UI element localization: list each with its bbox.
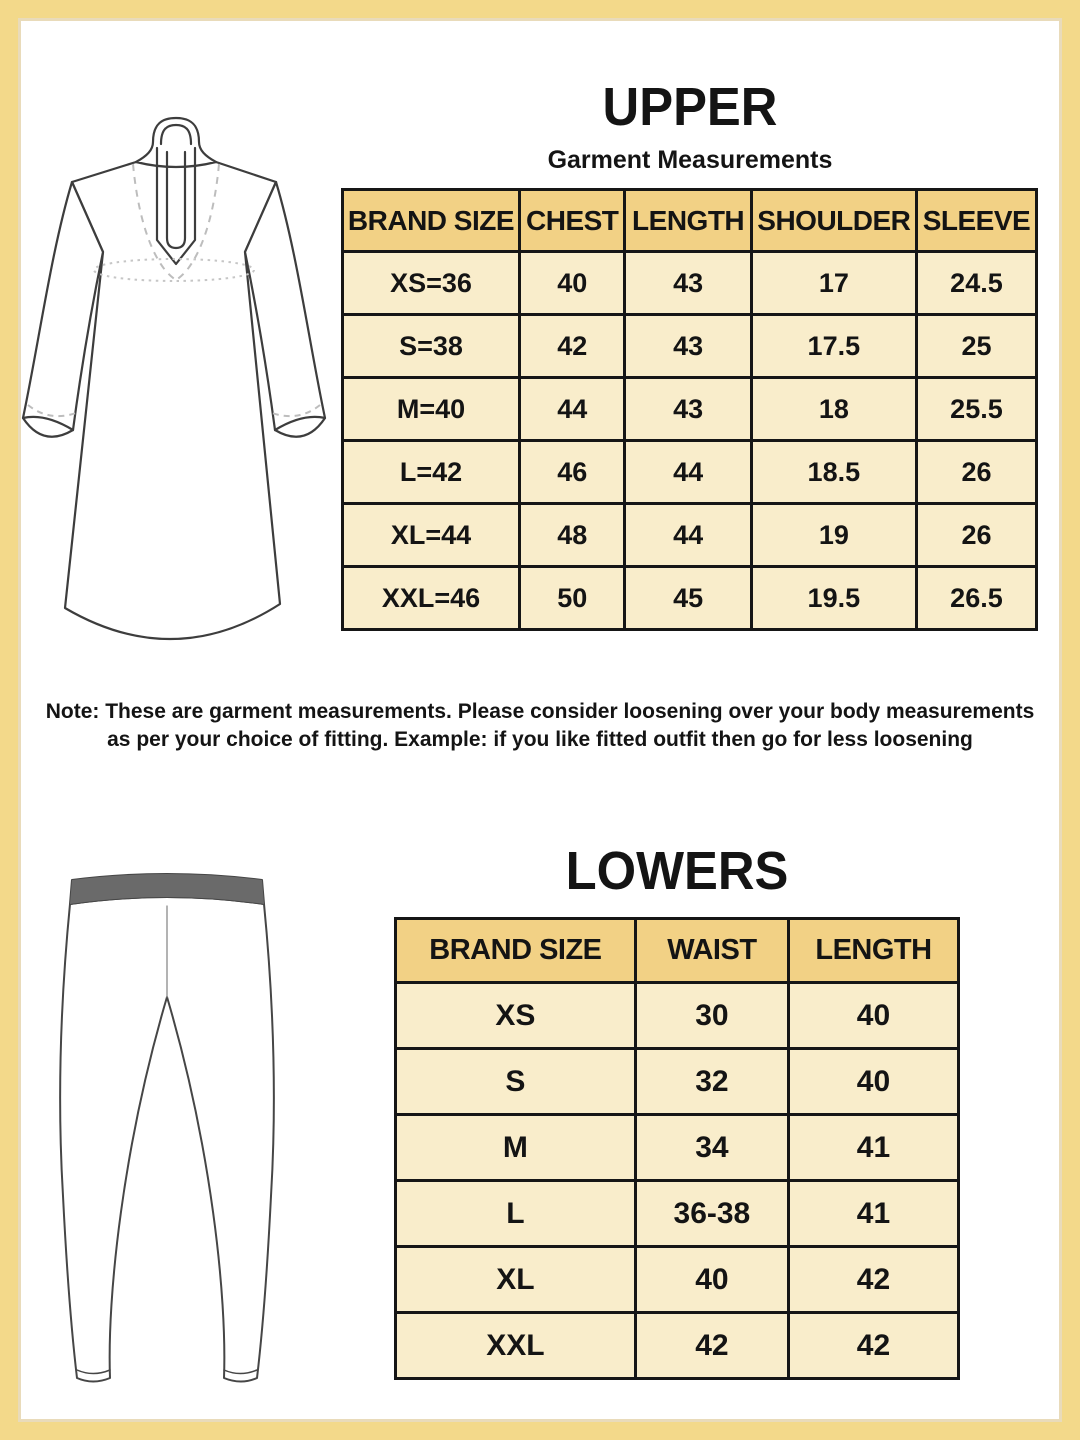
size-cell: S=38 bbox=[341, 313, 521, 379]
measurement-cell: 42 bbox=[517, 313, 627, 379]
measurement-cell: 40 bbox=[633, 1245, 790, 1314]
size-cell: S bbox=[394, 1047, 637, 1116]
measurement-cell: 43 bbox=[623, 313, 753, 379]
lowers-table-header-row: BRAND SIZE WAIST LENGTH bbox=[394, 917, 961, 984]
measurement-cell: 40 bbox=[517, 250, 627, 316]
column-header: LENGTH bbox=[623, 188, 753, 253]
table-row: XS=36 40 43 17 24.5 bbox=[341, 250, 1039, 316]
measurement-cell: 19 bbox=[749, 502, 918, 568]
measurement-cell: 34 bbox=[633, 1113, 790, 1182]
measurement-cell: 26.5 bbox=[914, 565, 1039, 631]
measurement-cell: 44 bbox=[517, 376, 627, 442]
measurement-cell: 25 bbox=[914, 313, 1039, 379]
measurement-cell: 50 bbox=[517, 565, 627, 631]
measurement-cell: 26 bbox=[914, 502, 1039, 568]
upper-table-header-row: BRAND SIZE CHEST LENGTH SHOULDER SLEEVE bbox=[341, 188, 1039, 253]
size-cell: XXL bbox=[394, 1311, 637, 1380]
measurement-cell: 32 bbox=[633, 1047, 790, 1116]
measurement-cell: 24.5 bbox=[914, 250, 1039, 316]
table-row: L=42 46 44 18.5 26 bbox=[341, 439, 1039, 505]
upper-size-table: BRAND SIZE CHEST LENGTH SHOULDER SLEEVE XS=3… bbox=[341, 188, 1039, 631]
measurement-cell: 17.5 bbox=[749, 313, 918, 379]
note-line-2: as per your choice of fitting. Example: … bbox=[107, 727, 973, 751]
measurement-cell: 41 bbox=[786, 1179, 961, 1248]
measurement-cell: 42 bbox=[633, 1311, 790, 1380]
measurement-cell: 26 bbox=[914, 439, 1039, 505]
size-cell: L=42 bbox=[341, 439, 521, 505]
size-cell: XS=36 bbox=[341, 250, 521, 316]
measurement-cell: 42 bbox=[786, 1245, 961, 1314]
size-cell: M bbox=[394, 1113, 637, 1182]
measurement-cell: 40 bbox=[786, 1047, 961, 1116]
measurement-cell: 19.5 bbox=[749, 565, 918, 631]
column-header: CHEST bbox=[517, 188, 627, 253]
measurement-cell: 48 bbox=[517, 502, 627, 568]
column-header: BRAND SIZE bbox=[394, 917, 637, 984]
size-cell: XS bbox=[394, 981, 637, 1050]
measurement-cell: 41 bbox=[786, 1113, 961, 1182]
column-header: SLEEVE bbox=[914, 188, 1039, 253]
size-cell: XL bbox=[394, 1245, 637, 1314]
table-row: XXL 42 42 bbox=[394, 1311, 961, 1380]
measurement-cell: 36-38 bbox=[633, 1179, 790, 1248]
measurement-cell: 18 bbox=[749, 376, 918, 442]
measurement-cell: 44 bbox=[623, 439, 753, 505]
measurement-cell: 17 bbox=[749, 250, 918, 316]
upper-section-title: UPPER bbox=[602, 77, 778, 137]
table-row: S 32 40 bbox=[394, 1047, 961, 1116]
measurement-cell: 30 bbox=[633, 981, 790, 1050]
column-header: BRAND SIZE bbox=[341, 188, 521, 253]
kurta-line-drawing bbox=[21, 116, 327, 641]
column-header: LENGTH bbox=[786, 917, 961, 984]
table-row: M 34 41 bbox=[394, 1113, 961, 1182]
size-cell: XL=44 bbox=[341, 502, 521, 568]
measurement-cell: 18.5 bbox=[749, 439, 918, 505]
measurement-cell: 46 bbox=[517, 439, 627, 505]
leggings-line-drawing bbox=[59, 873, 275, 1383]
size-cell: M=40 bbox=[341, 376, 521, 442]
lowers-section-title: LOWERS bbox=[565, 841, 789, 901]
note-line-1: Note: These are garment measurements. Pl… bbox=[45, 700, 1035, 723]
table-row: XXL=46 50 45 19.5 26.5 bbox=[341, 565, 1039, 631]
table-row: XS 30 40 bbox=[394, 981, 961, 1050]
measurement-cell: 42 bbox=[786, 1311, 961, 1380]
lowers-size-table: BRAND SIZE WAIST LENGTH XS 30 40 S 32 40 M 34 41 L 3… bbox=[394, 917, 961, 1380]
table-row: S=38 42 43 17.5 25 bbox=[341, 313, 1039, 379]
column-header: WAIST bbox=[633, 917, 790, 984]
measurement-cell: 40 bbox=[786, 981, 961, 1050]
upper-section-subtitle: Garment Measurements bbox=[547, 146, 833, 174]
table-row: M=40 44 43 18 25.5 bbox=[341, 376, 1039, 442]
table-row: XL 40 42 bbox=[394, 1245, 961, 1314]
measurement-cell: 45 bbox=[623, 565, 753, 631]
measurement-note: Note: These are garment measurements. Pl… bbox=[40, 698, 1040, 753]
table-row: L 36-38 41 bbox=[394, 1179, 961, 1248]
measurement-cell: 43 bbox=[623, 250, 753, 316]
measurement-cell: 43 bbox=[623, 376, 753, 442]
column-header: SHOULDER bbox=[749, 188, 918, 253]
measurement-cell: 25.5 bbox=[914, 376, 1039, 442]
table-row: XL=44 48 44 19 26 bbox=[341, 502, 1039, 568]
size-cell: L bbox=[394, 1179, 637, 1248]
size-cell: XXL=46 bbox=[341, 565, 521, 631]
measurement-cell: 44 bbox=[623, 502, 753, 568]
